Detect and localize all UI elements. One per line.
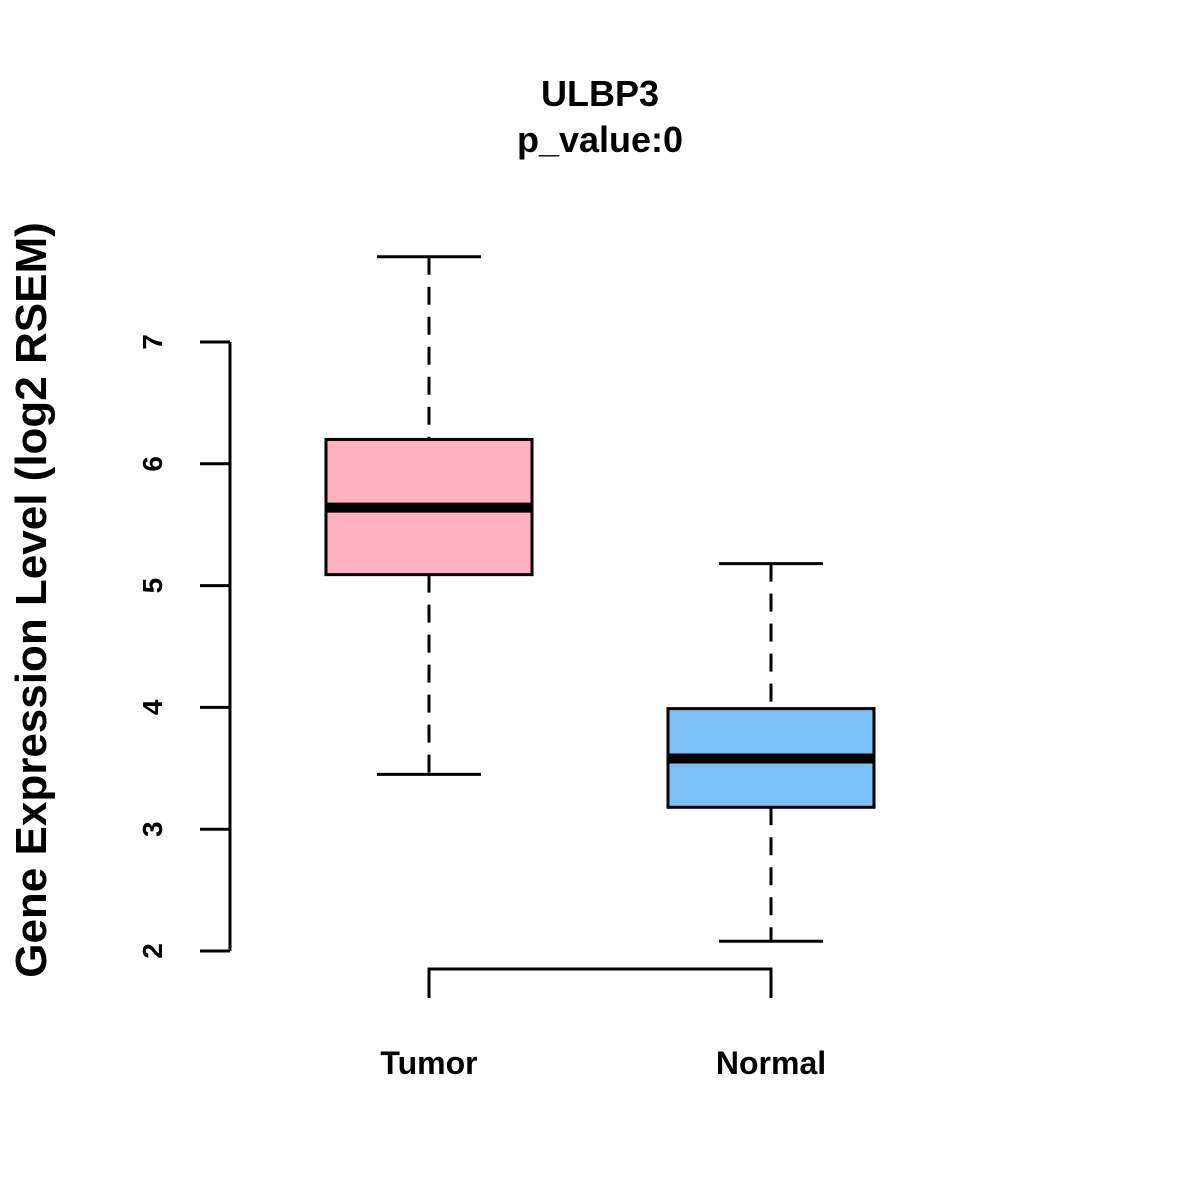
box-tumor [324, 255, 534, 776]
boxes-group [324, 255, 876, 943]
category-label-normal: Normal [716, 1045, 826, 1081]
box-normal [666, 562, 876, 943]
comparison-bracket [427, 967, 773, 998]
chart-title: ULBP3 [541, 73, 659, 114]
y-tick-label-7: 7 [137, 334, 168, 350]
y-axis: 2 3 4 5 6 7 [137, 334, 232, 959]
y-tick-label-6: 6 [137, 456, 168, 472]
y-tick-label-4: 4 [137, 699, 168, 715]
y-tick-label-5: 5 [137, 578, 168, 594]
y-tick-label-2: 2 [137, 943, 168, 959]
chart-subtitle: p_value:0 [517, 119, 683, 160]
category-label-tumor: Tumor [380, 1045, 477, 1081]
bracket-line [427, 967, 773, 998]
y-tick-label-3: 3 [137, 821, 168, 837]
category-labels: Tumor Normal [380, 1045, 826, 1081]
y-axis-label: Gene Expression Level (log2 RSEM) [7, 222, 56, 978]
